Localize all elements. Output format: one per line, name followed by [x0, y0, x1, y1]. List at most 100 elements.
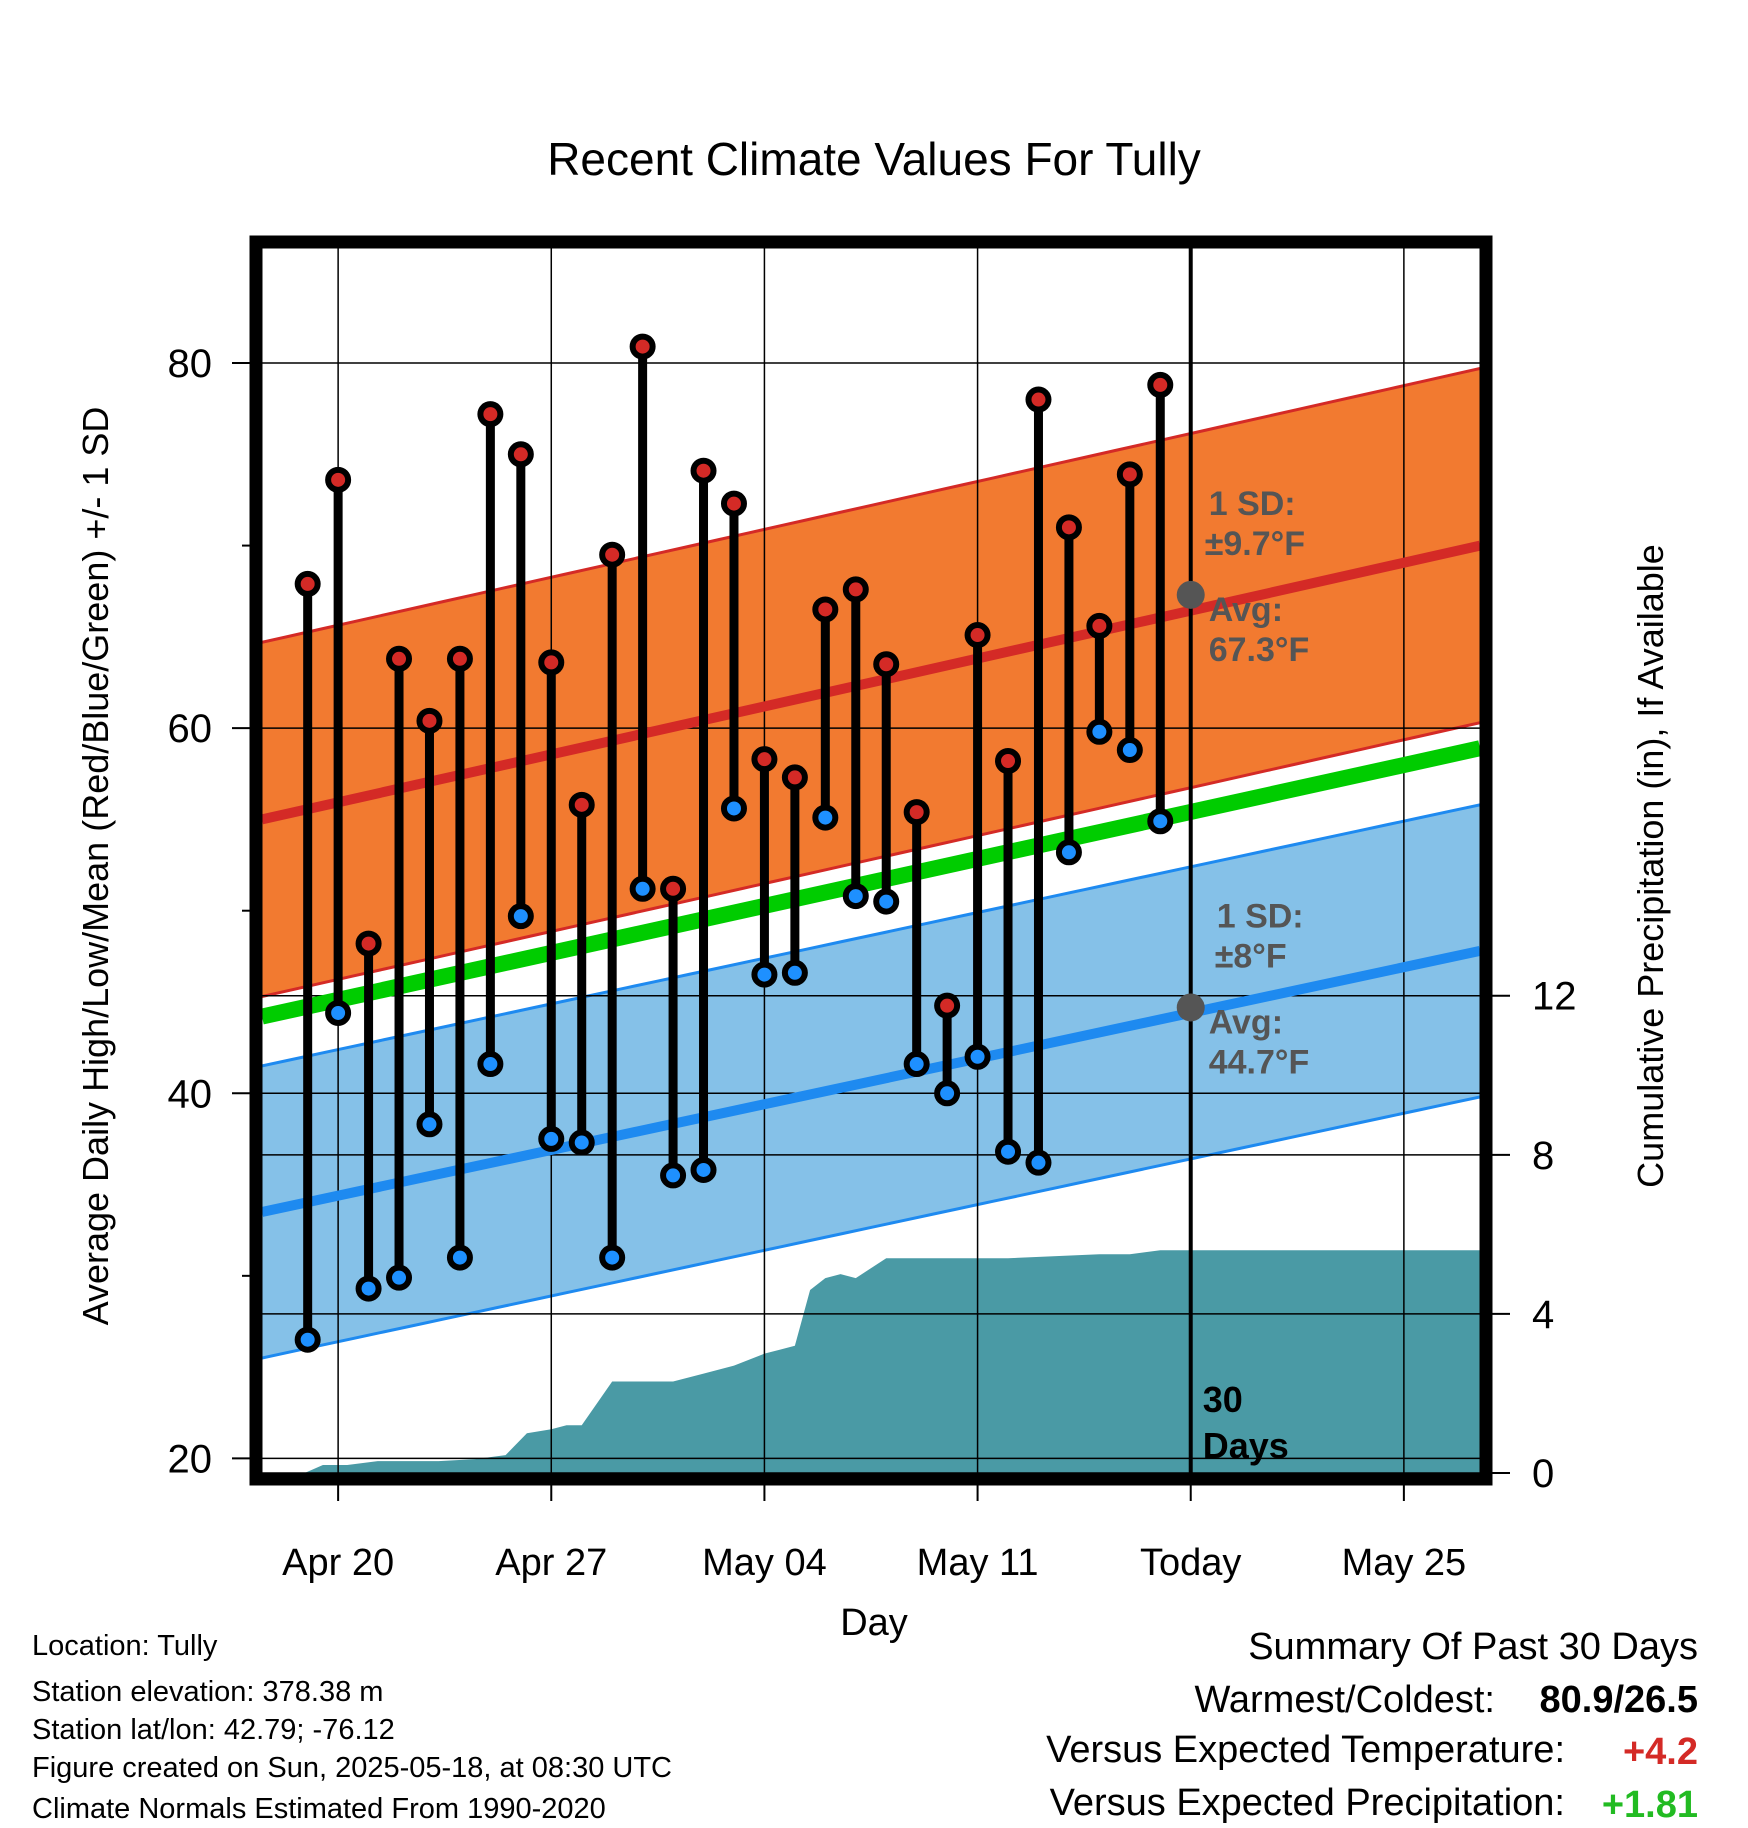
obs-low-point-28 — [1147, 808, 1174, 835]
obs-high-point-12 — [660, 875, 687, 902]
today-days-count: 30 — [1203, 1379, 1243, 1420]
obs-low-point-4 — [416, 1111, 443, 1138]
y-right-tick-label-3: 12 — [1532, 975, 1577, 1019]
y-axis-label-left: Average Daily High/Low/Mean (Red/Blue/Gr… — [75, 407, 116, 1326]
obs-low-point-8 — [538, 1125, 565, 1152]
obs-low-point-1 — [325, 999, 352, 1026]
low-sd-label: 1 SD: — [1217, 897, 1304, 935]
obs-low-point-13 — [690, 1156, 717, 1183]
precip-area — [304, 1250, 1480, 1473]
obs-low-point-21 — [934, 1080, 961, 1107]
obs-low-point-22 — [964, 1043, 991, 1070]
obs-high-point-11 — [629, 333, 656, 360]
obs-low-point-27 — [1116, 737, 1143, 764]
obs-high-point-13 — [690, 457, 717, 484]
obs-low-point-11 — [629, 875, 656, 902]
obs-low-point-24 — [1025, 1149, 1052, 1176]
normal-high-band-lower-edge — [262, 721, 1480, 998]
high-sd-value: ±9.7°F — [1205, 525, 1305, 563]
obs-low-point-18 — [842, 883, 869, 910]
obs-low-point-3 — [386, 1264, 413, 1291]
y-left-tick-label-1: 40 — [168, 1072, 213, 1116]
summary-temp-value: +4.2 — [1623, 1731, 1698, 1773]
obs-high-point-21 — [934, 992, 961, 1019]
x-tick-label-1: Apr 27 — [495, 1542, 607, 1584]
x-axis-label: Day — [840, 1602, 908, 1644]
footer-location: Location: Tully — [32, 1630, 218, 1662]
obs-low-point-17 — [812, 804, 839, 831]
obs-low-point-6 — [477, 1051, 504, 1078]
obs-high-point-1 — [325, 466, 352, 493]
summary-precip-label: Versus Expected Precipitation: — [1050, 1782, 1565, 1824]
y-left-tick-label-2: 60 — [168, 707, 213, 751]
obs-high-point-6 — [477, 401, 504, 428]
obs-low-point-25 — [1055, 839, 1082, 866]
normal-high-line — [262, 540, 1480, 825]
obs-low-point-7 — [507, 903, 534, 930]
obs-high-point-23 — [995, 748, 1022, 775]
obs-high-point-14 — [720, 490, 747, 517]
obs-high-point-25 — [1055, 514, 1082, 541]
obs-high-point-2 — [355, 930, 382, 957]
obs-low-point-12 — [660, 1162, 687, 1189]
summary-warm-cold-label: Warmest/Coldest: — [1194, 1679, 1495, 1721]
x-tick-label-4: Today — [1140, 1542, 1241, 1584]
obs-high-point-24 — [1025, 386, 1052, 413]
obs-low-point-26 — [1086, 718, 1113, 745]
obs-high-point-16 — [781, 764, 808, 791]
obs-low-point-14 — [720, 795, 747, 822]
obs-high-point-15 — [751, 746, 778, 773]
summary-precip-value: +1.81 — [1602, 1784, 1698, 1826]
obs-high-point-10 — [599, 541, 626, 568]
y-left-tick-label-0: 20 — [168, 1437, 213, 1481]
low-avg-label: Avg: — [1209, 1003, 1283, 1041]
x-tick-label-3: May 11 — [917, 1542, 1039, 1584]
chart-title: Recent Climate Values For Tully — [547, 133, 1201, 185]
obs-high-point-27 — [1116, 461, 1143, 488]
obs-low-point-5 — [446, 1244, 473, 1271]
high-avg-marker — [1176, 580, 1205, 609]
plot-area — [262, 248, 1480, 1473]
axes: 20 40 60 80 0 4 8 12 Apr 20 Apr 27 May 04 May 11 Tod… — [168, 342, 1577, 1584]
obs-high-point-7 — [507, 441, 534, 468]
normal-low-line — [262, 945, 1480, 1217]
low-avg-marker — [1176, 993, 1205, 1022]
low-sd-value: ±8°F — [1215, 937, 1287, 975]
obs-low-point-23 — [995, 1138, 1022, 1165]
today-days-label: Days — [1203, 1425, 1289, 1466]
normal-mean-line — [262, 740, 1480, 1025]
obs-high-point-4 — [416, 707, 443, 734]
low-avg-value: 44.7°F — [1209, 1043, 1310, 1081]
y-left-tick-label-3: 80 — [168, 342, 213, 386]
obs-high-point-17 — [812, 596, 839, 623]
summary-warm-cold-value: 80.9/26.5 — [1540, 1679, 1698, 1721]
obs-high-point-20 — [903, 799, 930, 826]
x-tick-label-2: May 04 — [702, 1542, 827, 1584]
y-right-tick-label-1: 4 — [1532, 1293, 1554, 1337]
normal-high-band-upper-edge — [262, 367, 1480, 644]
obs-high-point-22 — [964, 622, 991, 649]
x-tick-label-0: Apr 20 — [282, 1542, 394, 1584]
obs-high-point-0 — [294, 570, 321, 597]
footer-elevation: Station elevation: 378.38 m — [32, 1676, 383, 1708]
footer-latlon: Station lat/lon: 42.79; -76.12 — [32, 1714, 395, 1746]
obs-low-point-16 — [781, 959, 808, 986]
normal-low-band-upper-edge — [262, 803, 1480, 1068]
obs-low-point-0 — [294, 1326, 321, 1353]
footer-normals: Climate Normals Estimated From 1990-2020 — [32, 1793, 606, 1825]
obs-high-point-5 — [446, 645, 473, 672]
summary-temp-label: Versus Expected Temperature: — [1046, 1729, 1565, 1771]
obs-high-point-18 — [842, 576, 869, 603]
y-right-tick-label-0: 0 — [1532, 1452, 1554, 1496]
footer-info: Location: Tully Station elevation: 378.3… — [32, 1630, 672, 1825]
footer-created: Figure created on Sun, 2025-05-18, at 08… — [32, 1752, 672, 1784]
obs-low-point-15 — [751, 961, 778, 988]
high-sd-label: 1 SD: — [1209, 485, 1296, 523]
high-avg-label: Avg: — [1209, 591, 1283, 629]
observations — [294, 333, 1174, 1353]
y-axis-label-right: Cumulative Precipitation (in), If Availa… — [1630, 544, 1671, 1188]
obs-low-point-9 — [568, 1129, 595, 1156]
obs-low-point-20 — [903, 1051, 930, 1078]
